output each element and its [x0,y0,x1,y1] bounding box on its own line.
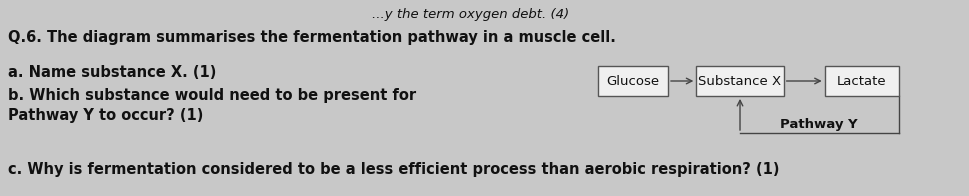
Bar [598,66,668,96]
Text: Lactate: Lactate [837,74,887,87]
Text: Substance X: Substance X [699,74,782,87]
Text: Pathway Y to occur? (1): Pathway Y to occur? (1) [8,108,203,123]
Text: Pathway Y: Pathway Y [780,118,859,131]
Text: Glucose: Glucose [607,74,660,87]
Bar [697,66,784,96]
Text: Q.6. The diagram summarises the fermentation pathway in a muscle cell.: Q.6. The diagram summarises the fermenta… [8,30,615,45]
Text: b. Which substance would need to be present for: b. Which substance would need to be pres… [8,88,416,103]
Bar [825,66,898,96]
Text: ...y the term oxygen debt. (4): ...y the term oxygen debt. (4) [372,8,569,21]
Text: a. Name substance X. (1): a. Name substance X. (1) [8,65,216,80]
Text: c. Why is fermentation considered to be a less efficient process than aerobic re: c. Why is fermentation considered to be … [8,162,779,177]
